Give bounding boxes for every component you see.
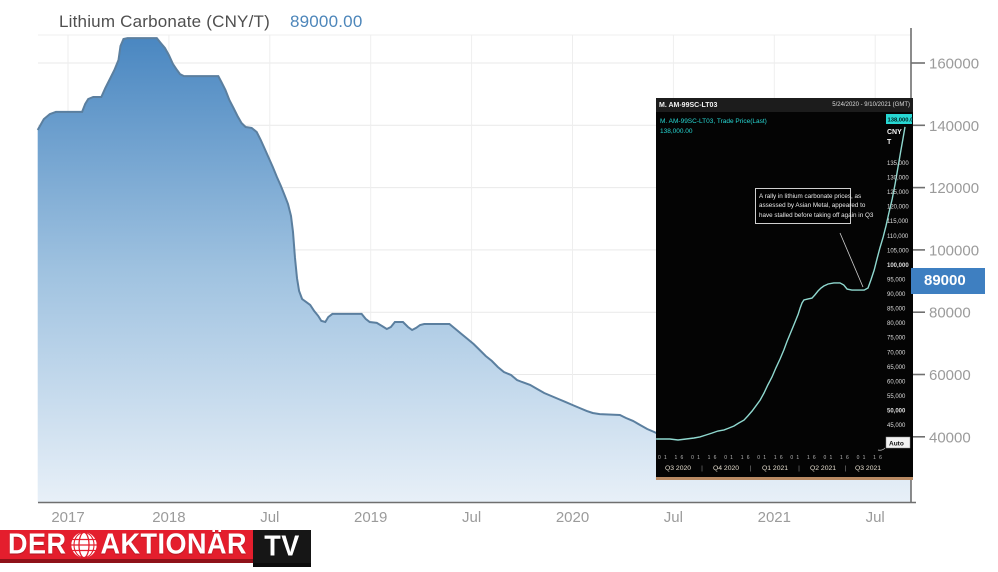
- area-series: [37, 38, 911, 503]
- inset-annotation-box: A rally in lithium carbonate prices, as …: [755, 188, 874, 225]
- x-tick-label: 2020: [556, 509, 589, 526]
- inset-price-line-chart: 135,000 130,000 125,000 120,000 115,000 110,0…: [656, 114, 914, 451]
- annotation-line: assessed by Asian Metal, appeared to: [759, 202, 866, 210]
- logo-tv-box: TV: [253, 530, 311, 567]
- inset-y-tick-label: 115,000: [887, 219, 909, 225]
- inset-instrument-name: M. AM-99SC-LT03: [659, 101, 718, 109]
- inset-terminal-chart: M. AM-99SC-LT03 5/24/2020 - 9/10/2021 (G…: [656, 98, 913, 480]
- quarter-separator: |: [798, 465, 800, 472]
- inset-header: M. AM-99SC-LT03 5/24/2020 - 9/10/2021 (G…: [656, 98, 913, 112]
- current-price-badge: 89000: [911, 268, 985, 294]
- x-tick-label: Jul: [462, 509, 481, 526]
- inset-y-tick-label: 135,000: [887, 161, 909, 167]
- inset-price-line: [656, 126, 906, 441]
- x-tick-label: 2019: [354, 509, 387, 526]
- inset-bottom-bar: [656, 477, 913, 480]
- inset-y-tick-label: 50,000: [887, 409, 906, 415]
- inset-quarter-label: Q4 2020: [712, 465, 740, 472]
- x-tick-label: 2017: [51, 509, 84, 526]
- x-tick-label: 2021: [758, 509, 791, 526]
- y-tick-label: 160000: [929, 56, 979, 73]
- y-tick-label: 60000: [929, 367, 971, 384]
- inset-y-tick-label: 125,000: [887, 190, 909, 196]
- y-tick-label: 100000: [929, 242, 979, 259]
- inset-unit-cny: CNY: [887, 129, 902, 136]
- auto-scale-label: Auto: [889, 441, 904, 448]
- inset-y-tick-label: 75,000: [887, 336, 906, 342]
- globe-icon: [69, 530, 98, 559]
- y-tick-label: 80000: [929, 305, 971, 322]
- x-tick-label: Jul: [866, 509, 885, 526]
- inset-unit-t: T: [887, 139, 892, 146]
- inset-legend: M. AM-99SC-LT03, Trade Price(Last) 138,0…: [660, 117, 767, 138]
- auto-arrow-icon: [877, 447, 886, 451]
- x-tick-label: Jul: [260, 509, 279, 526]
- annotation-line: have stalled before taking off again in …: [759, 211, 874, 219]
- inset-y-tick-label: 105,000: [887, 248, 909, 254]
- quarter-separator: |: [701, 465, 703, 472]
- annotation-line: A rally in lithium carbonate prices, as: [759, 193, 862, 200]
- inset-y-tick-label: 100,000: [887, 263, 909, 269]
- inset-date-tick-row: 01 16 01 16 01 16 01 16 01 16 01 16 01 1…: [658, 455, 884, 461]
- inset-legend-value: 138,000.00: [660, 128, 693, 136]
- inset-y-tick-label: 70,000: [887, 350, 906, 356]
- inset-last-price-badge: [886, 114, 912, 124]
- inset-y-tick-label: 90,000: [887, 292, 906, 298]
- logo-der: DER: [8, 528, 67, 560]
- inset-last-price-text: 138,000.00: [888, 118, 914, 124]
- inset-legend-series: M. AM-99SC-LT03, Trade Price(Last): [660, 118, 767, 125]
- inset-y-tick-label: 130,000: [887, 176, 909, 182]
- der-aktionaer-tv-logo: DER AKTIONÄR TV: [0, 530, 311, 567]
- inset-y-tick-label: 85,000: [887, 307, 906, 313]
- inset-quarter-label: Q1 2021: [761, 465, 789, 472]
- logo-tv: TV: [264, 530, 300, 562]
- inset-date-range: 5/24/2020 - 9/10/2021 (GMT): [832, 102, 910, 108]
- inset-price-scale: 135,000 130,000 125,000 120,000 115,000 110,0…: [877, 114, 914, 451]
- inset-y-tick-label: 65,000: [887, 365, 906, 371]
- inset-quarter-label: Q2 2021: [809, 465, 837, 472]
- inset-y-tick-label: 120,000: [887, 205, 909, 211]
- inset-quarter-label: Q3 2021: [854, 465, 882, 472]
- inset-quarter-label: Q3 2020: [664, 465, 692, 472]
- inset-y-tick-label: 95,000: [887, 277, 906, 283]
- quarter-separator: |: [844, 465, 847, 472]
- chart-title: Lithium Carbonate (CNY/T): [59, 12, 270, 31]
- logo-red-box: DER AKTIONÄR: [0, 530, 253, 563]
- x-tick-label: Jul: [664, 509, 683, 526]
- inset-quarter-axis: Q3 2020 | Q4 2020 | Q1 2021 | Q2 2021 | Q3 2021: [656, 465, 886, 475]
- inset-y-tick-label: 45,000: [887, 423, 906, 429]
- x-tick-label: 2018: [152, 509, 185, 526]
- inset-y-tick-label: 55,000: [887, 394, 906, 400]
- main-axes: 160000 140000 120000 100000 80000 60000 40000 2…: [38, 28, 979, 526]
- y-tick-label: 140000: [929, 118, 979, 135]
- chart-last-value: 89000.00: [289, 12, 363, 31]
- y-tick-label: 120000: [929, 180, 979, 197]
- inset-y-tick-label: 80,000: [887, 321, 906, 327]
- inset-y-tick-label: 110,000: [887, 234, 909, 240]
- y-tick-label: 40000: [929, 429, 971, 446]
- quarter-separator: |: [749, 465, 752, 472]
- logo-aktionaer: AKTIONÄR: [100, 528, 248, 560]
- annotation-callout-line: [839, 232, 864, 288]
- auto-scale-button[interactable]: [885, 436, 911, 449]
- chart-header: Lithium Carbonate (CNY/T) 89000.00: [59, 12, 362, 32]
- inset-y-tick-label: 60,000: [887, 379, 906, 385]
